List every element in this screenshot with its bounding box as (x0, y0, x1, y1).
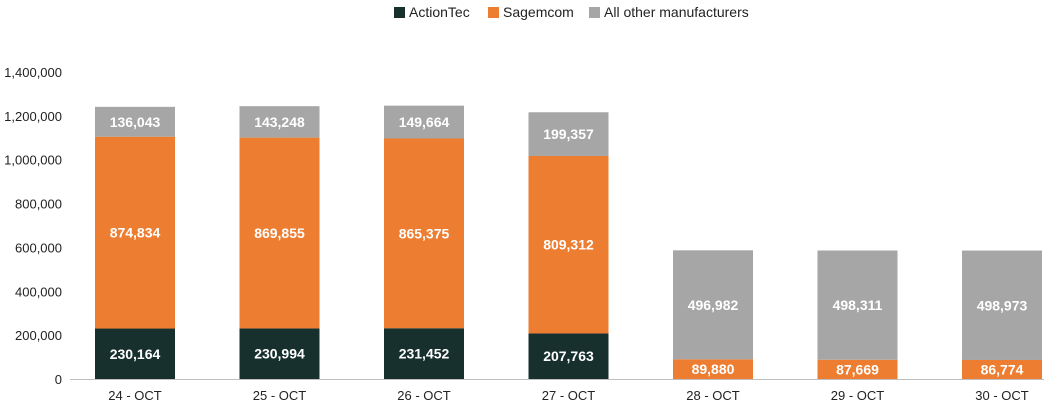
bar-segment-sagemcom (384, 138, 464, 329)
legend-label-all-other-manufacturers: All other manufacturers (604, 4, 749, 20)
legend-swatch-all-other-manufacturers (589, 7, 600, 18)
y-tick-label: 1,000,000 (4, 153, 62, 168)
x-category-label: 26 - OCT (397, 388, 451, 403)
x-category-label: 29 - OCT (831, 388, 885, 403)
data-label-all-other-manufacturers: 496,982 (688, 297, 739, 313)
bar-segment-all-other-manufacturers (95, 106, 175, 137)
bar-segment-sagemcom (95, 136, 175, 329)
y-tick-label: 600,000 (15, 240, 62, 255)
data-labels: 230,164 874,834 136,043 230,994 869,855 143,2… (110, 114, 1028, 378)
x-category-label: 28 - OCT (686, 388, 740, 403)
data-label-all-other-manufacturers: 199,357 (543, 126, 594, 142)
x-category-label: 30 - OCT (975, 388, 1029, 403)
legend-label-sagemcom: Sagemcom (503, 4, 574, 20)
bar-segment-sagemcom (817, 359, 898, 379)
bar-segment-actiontec (95, 328, 175, 379)
data-label-all-other-manufacturers: 149,664 (399, 114, 450, 130)
data-label-sagemcom: 874,834 (110, 225, 161, 241)
x-category-label: 25 - OCT (253, 388, 307, 403)
data-label-actiontec: 230,994 (254, 346, 305, 362)
bar-segment-sagemcom (528, 155, 609, 334)
data-label-all-other-manufacturers: 136,043 (110, 114, 161, 130)
y-tick-label: 200,000 (15, 328, 62, 343)
bar-segment-sagemcom (673, 359, 753, 379)
bar-segment-all-other-manufacturers (817, 250, 898, 360)
bar-segment-actiontec (239, 328, 320, 379)
bar-segment-all-other-manufacturers (528, 112, 609, 156)
data-label-sagemcom: 809,312 (543, 237, 594, 253)
bar-segment-sagemcom (962, 359, 1042, 379)
data-label-sagemcom: 865,375 (399, 225, 450, 241)
data-label-actiontec: 231,452 (399, 346, 450, 362)
data-label-actiontec: 230,164 (110, 346, 161, 362)
data-label-sagemcom: 87,669 (836, 361, 879, 377)
bar-segment-all-other-manufacturers (384, 105, 464, 139)
bar-segment-actiontec (528, 333, 609, 379)
x-category-label: 24 - OCT (108, 388, 162, 403)
y-axis: 0 200,000 400,000 600,000 800,000 1,000,000 1,… (4, 65, 62, 387)
bar-segment-all-other-manufacturers (962, 250, 1042, 360)
y-tick-label: 1,400,000 (4, 65, 62, 80)
data-label-actiontec: 207,763 (543, 348, 594, 364)
bar-segment-actiontec (384, 328, 464, 379)
y-tick-label: 400,000 (15, 284, 62, 299)
x-category-label: 27 - OCT (542, 388, 596, 403)
legend-swatch-actiontec (394, 7, 405, 18)
legend-swatch-sagemcom (488, 7, 499, 18)
legend: ActionTec Sagemcom All other manufacturers (394, 4, 749, 20)
data-label-sagemcom: 869,855 (254, 225, 305, 241)
legend-label-actiontec: ActionTec (409, 4, 470, 20)
y-tick-label: 1,200,000 (4, 109, 62, 124)
y-tick-label: 0 (55, 372, 62, 387)
bar-segment-all-other-manufacturers (673, 250, 753, 360)
data-label-all-other-manufacturers: 498,973 (977, 297, 1028, 313)
y-tick-label: 800,000 (15, 197, 62, 212)
bar-segment-all-other-manufacturers (239, 106, 320, 138)
data-label-all-other-manufacturers: 498,311 (833, 297, 883, 313)
bars (95, 105, 1042, 379)
x-axis: 24 - OCT 25 - OCT 26 - OCT 27 - OCT 28 - OCT… (70, 379, 1044, 403)
data-label-sagemcom: 89,880 (692, 361, 735, 377)
data-label-all-other-manufacturers: 143,248 (254, 114, 305, 130)
data-label-sagemcom: 86,774 (981, 361, 1024, 377)
bar-segment-sagemcom (239, 137, 320, 329)
